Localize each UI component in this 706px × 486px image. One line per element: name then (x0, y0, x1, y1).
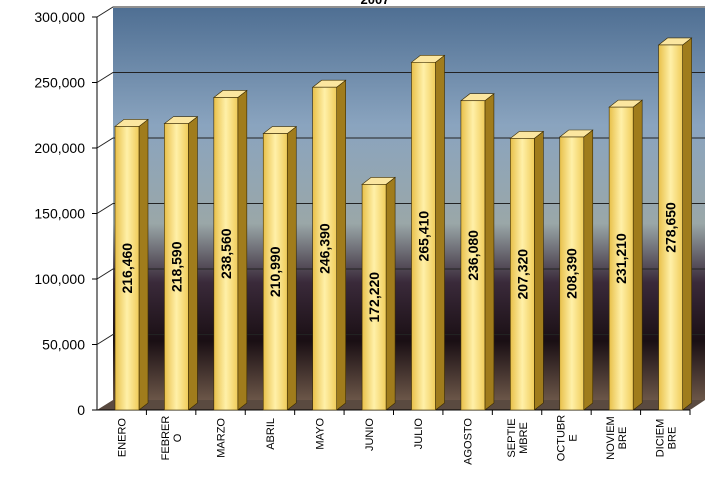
chart-title: 2007 (361, 0, 390, 7)
bar (212, 89, 248, 411)
bar-front (213, 97, 239, 411)
value-label: 207,320 (514, 249, 530, 300)
bar-front (164, 123, 189, 411)
grid-line (96, 334, 705, 345)
grid-line (96, 6, 705, 18)
x-tick-label: OCTUBRE (555, 415, 579, 462)
x-tick-label: ENERO (117, 418, 129, 458)
bar-side (237, 89, 248, 411)
x-tick-label: SEPTIEMBRE (506, 418, 530, 457)
value-label: 278,650 (663, 202, 679, 253)
bar-side (385, 176, 396, 411)
x-tick-label: NOVIEMBRE (605, 416, 629, 459)
bar (509, 130, 545, 411)
y-tick-label: 250,000 (34, 75, 85, 91)
value-label: 238,560 (218, 228, 234, 279)
value-label: 210,990 (267, 246, 283, 297)
bar (410, 54, 446, 411)
value-label: 172,220 (366, 272, 382, 323)
x-tick-label: AGOSTO (463, 418, 475, 465)
bar-side (138, 118, 149, 411)
bar-front (114, 126, 140, 411)
y-tick-label: 300,000 (34, 9, 85, 25)
bar (657, 37, 693, 411)
x-tick-label: MAYO (314, 418, 326, 450)
bar-side (484, 93, 495, 411)
y-tick-label: 200,000 (34, 140, 85, 156)
x-tick-label: MARZO (216, 418, 228, 458)
value-label: 265,410 (416, 211, 432, 262)
x-tick-label: FEBRERO (160, 416, 184, 461)
bar-side (188, 116, 198, 411)
grid-line (96, 72, 705, 83)
bar (311, 79, 347, 411)
bar-side (632, 99, 643, 411)
bar-front (312, 86, 337, 411)
grid-line (96, 203, 705, 214)
bar-front (361, 184, 387, 411)
value-label: 236,080 (465, 230, 481, 281)
y-tick-label: 0 (77, 402, 85, 418)
grid-line (96, 268, 705, 280)
x-tick-label: JUNIO (364, 418, 376, 451)
bar-front (510, 138, 535, 411)
value-label: 218,590 (168, 241, 184, 292)
bar (608, 99, 644, 411)
bar-front (658, 44, 683, 411)
bar-side (682, 37, 692, 411)
bar (114, 118, 149, 411)
value-label: 231,210 (613, 233, 629, 284)
bar-front (460, 100, 486, 411)
floor (97, 400, 705, 410)
x-tick-label: DICIEMBRE (654, 419, 678, 458)
bar-front (559, 136, 585, 411)
bar (163, 116, 199, 411)
grid-line (96, 137, 705, 149)
x-tick-label: JULIO (413, 418, 425, 450)
bar-front (262, 133, 288, 411)
value-label: 246,390 (317, 223, 333, 274)
bar-side (534, 130, 544, 411)
bar-front (411, 62, 436, 411)
bar-side (336, 79, 346, 411)
bar (558, 129, 594, 411)
bar-side (583, 129, 594, 411)
bar-side (286, 125, 297, 411)
bar (460, 93, 495, 411)
value-label: 208,390 (564, 248, 580, 299)
bar (262, 125, 298, 411)
y-tick-label: 50,000 (42, 337, 85, 353)
bar-front (608, 106, 634, 411)
y-tick-label: 150,000 (34, 206, 85, 222)
bar-side (435, 54, 445, 411)
y-tick-label: 100,000 (34, 271, 85, 287)
bar (361, 176, 396, 411)
value-label: 216,460 (119, 243, 135, 294)
x-tick-label: ABRIL (265, 418, 277, 450)
